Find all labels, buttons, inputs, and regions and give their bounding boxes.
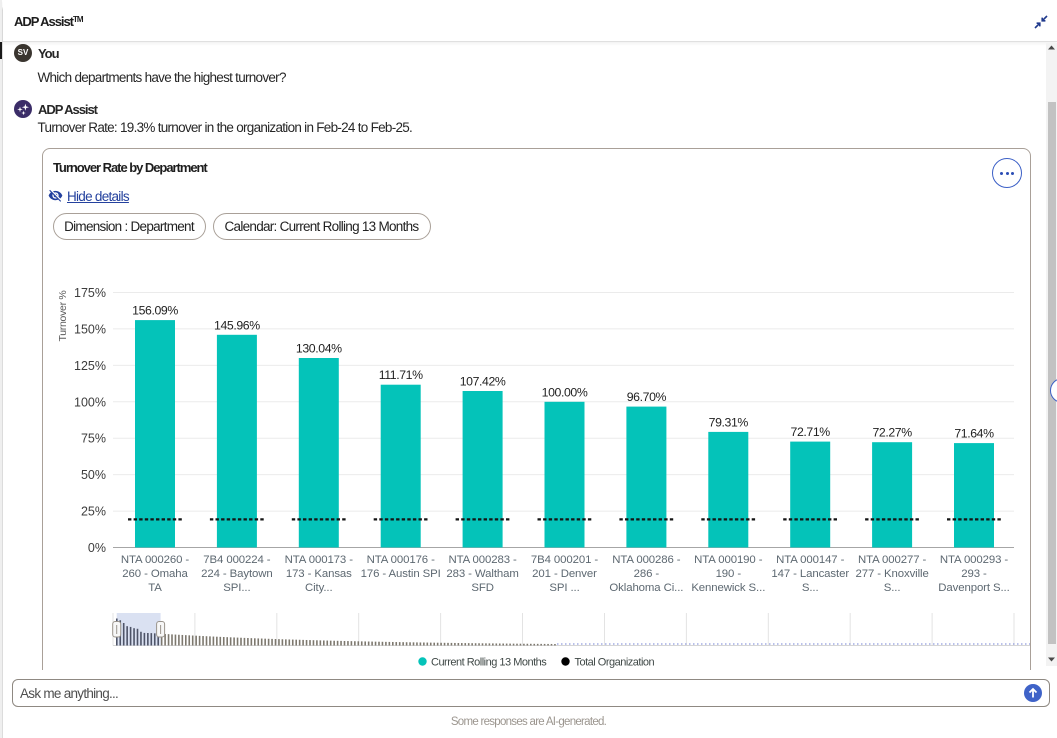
svg-text:Total Organization: Total Organization [575,657,655,669]
svg-text:145.96%: 145.96% [214,318,260,332]
svg-text:72.71%: 72.71% [791,425,831,439]
svg-text:NTA 000286 -286 -Oklahoma Ci..: NTA 000286 -286 -Oklahoma Ci... [609,554,683,594]
svg-text:79.31%: 79.31% [709,415,749,429]
svg-text:96.70%: 96.70% [627,390,667,404]
svg-text:71.64%: 71.64% [954,427,994,441]
svg-text:150%: 150% [74,322,106,336]
svg-text:107.42%: 107.42% [460,375,506,389]
svg-text:125%: 125% [74,359,106,373]
svg-text:Turnover %: Turnover % [57,291,69,342]
svg-text:0%: 0% [88,541,106,555]
svg-text:100%: 100% [74,395,106,409]
svg-text:NTA 000293 -293 -Davenport S..: NTA 000293 -293 -Davenport S... [938,554,1009,594]
svg-text:NTA 000176 -176 - Austin SPI: NTA 000176 -176 - Austin SPI [361,554,441,580]
svg-text:75%: 75% [81,432,106,446]
svg-text:72.27%: 72.27% [872,426,912,440]
svg-text:50%: 50% [81,468,106,482]
svg-text:NTA 000190 -190 -Kennewick S..: NTA 000190 -190 -Kennewick S... [691,554,765,594]
svg-text:175%: 175% [74,286,106,300]
svg-text:156.09%: 156.09% [132,304,178,318]
svg-text:130.04%: 130.04% [296,342,342,356]
svg-text:111.71%: 111.71% [379,368,423,382]
svg-text:25%: 25% [81,505,106,519]
svg-text:Current Rolling 13 Months: Current Rolling 13 Months [431,657,547,669]
svg-text:100.00%: 100.00% [542,385,588,399]
